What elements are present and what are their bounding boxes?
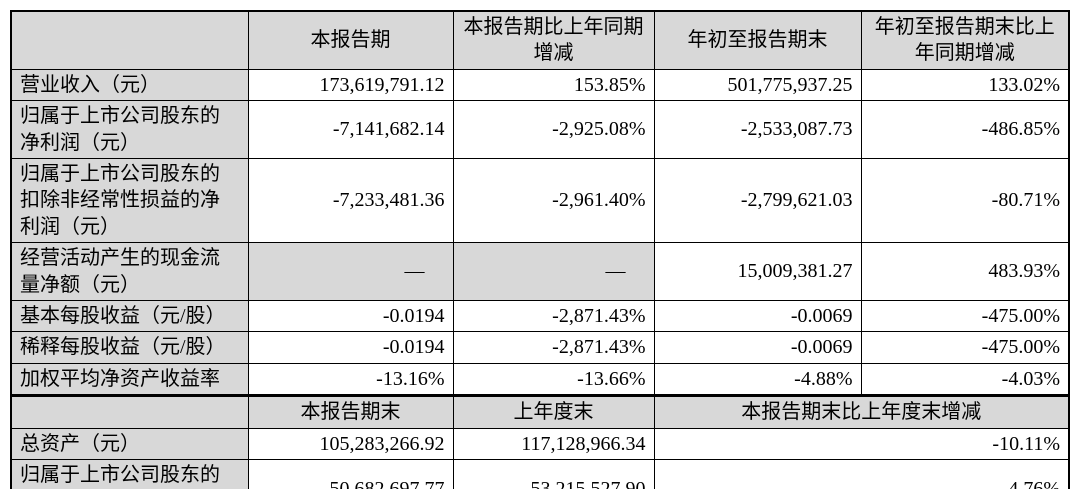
row-label: 经营活动产生的现金流量净额（元）	[10, 242, 249, 301]
row-net-profit-attributable: 归属于上市公司股东的净利润（元） -7,141,682.14 -2,925.08…	[10, 100, 1070, 159]
row-label: 营业收入（元）	[10, 68, 249, 102]
row-label: 归属于上市公司股东的净利润（元）	[10, 100, 249, 159]
cell-change: -10.11%	[653, 428, 1070, 461]
cell-period-end: 50,682,697.77	[247, 459, 454, 489]
cell-ytd-yoy: -475.00%	[860, 299, 1070, 333]
cell-ytd: -0.0069	[653, 299, 862, 333]
row-label: 加权平均净资产收益率	[10, 362, 249, 397]
cell-change: -4.76%	[653, 459, 1070, 489]
row-operating-cash-flow: 经营活动产生的现金流量净额（元） — — 15,009,381.27 483.9…	[10, 242, 1070, 301]
col-header-period-end: 本报告期末	[247, 394, 454, 430]
cell-ytd: -2,533,087.73	[653, 100, 862, 159]
cell-current-period-yoy: -2,871.43%	[452, 331, 655, 364]
cell-ytd-yoy: -475.00%	[860, 331, 1070, 364]
row-diluted-eps: 稀释每股收益（元/股） -0.0194 -2,871.43% -0.0069 -…	[10, 331, 1070, 364]
cell-ytd-yoy: -486.85%	[860, 100, 1070, 159]
cell-current-period-yoy: -2,871.43%	[452, 299, 655, 333]
quarterly-financial-summary-table: 本报告期 本报告期比上年同期增减 年初至报告期末 年初至报告期末比上年同期增减 …	[10, 10, 1070, 489]
cell-period-end: 105,283,266.92	[247, 428, 454, 461]
cell-ytd-yoy: 133.02%	[860, 68, 1070, 102]
col-header-ytd-yoy: 年初至报告期末比上年同期增减	[860, 10, 1070, 70]
corner-cell	[10, 394, 249, 430]
cell-ytd: -2,799,621.03	[653, 157, 862, 244]
balance-header-row: 本报告期末 上年度末 本报告期末比上年度末增减	[10, 394, 1070, 430]
col-header-ytd: 年初至报告期末	[653, 10, 862, 70]
cell-current-period: 173,619,791.12	[247, 68, 454, 102]
row-weighted-avg-roe: 加权平均净资产收益率 -13.16% -13.66% -4.88% -4.03%	[10, 362, 1070, 397]
cell-ytd: 501,775,937.25	[653, 68, 862, 102]
cell-current-period-yoy: -2,925.08%	[452, 100, 655, 159]
cell-current-period-dash: —	[247, 242, 454, 301]
cell-prior-year-end: 117,128,966.34	[452, 428, 655, 461]
row-label: 归属于上市公司股东的所有者权益（元）	[10, 459, 249, 489]
cell-current-period: -0.0194	[247, 331, 454, 364]
row-equity-attributable: 归属于上市公司股东的所有者权益（元） 50,682,697.77 53,215,…	[10, 459, 1070, 489]
cell-current-period-yoy: -13.66%	[452, 362, 655, 397]
col-header-current-period-yoy: 本报告期比上年同期增减	[452, 10, 655, 70]
col-header-prior-year-end: 上年度末	[452, 394, 655, 430]
corner-cell	[10, 10, 249, 70]
col-header-current-period: 本报告期	[247, 10, 454, 70]
row-basic-eps: 基本每股收益（元/股） -0.0194 -2,871.43% -0.0069 -…	[10, 299, 1070, 333]
cell-prior-year-end: 53,215,527.90	[452, 459, 655, 489]
cell-current-period-yoy: 153.85%	[452, 68, 655, 102]
col-header-change-vs-prior-year-end: 本报告期末比上年度末增减	[653, 394, 1070, 430]
row-label: 稀释每股收益（元/股）	[10, 331, 249, 364]
row-operating-revenue: 营业收入（元） 173,619,791.12 153.85% 501,775,9…	[10, 68, 1070, 102]
cell-ytd-yoy: -80.71%	[860, 157, 1070, 244]
cell-ytd: -0.0069	[653, 331, 862, 364]
period-header-row: 本报告期 本报告期比上年同期增减 年初至报告期末 年初至报告期末比上年同期增减	[10, 10, 1070, 70]
cell-ytd-yoy: -4.03%	[860, 362, 1070, 397]
cell-current-period-yoy: -2,961.40%	[452, 157, 655, 244]
cell-current-period: -7,141,682.14	[247, 100, 454, 159]
cell-ytd: -4.88%	[653, 362, 862, 397]
row-total-assets: 总资产（元） 105,283,266.92 117,128,966.34 -10…	[10, 428, 1070, 461]
row-label: 基本每股收益（元/股）	[10, 299, 249, 333]
cell-ytd-yoy: 483.93%	[860, 242, 1070, 301]
row-net-profit-excl-nonrecurring: 归属于上市公司股东的扣除非经常性损益的净利润（元） -7,233,481.36 …	[10, 157, 1070, 244]
row-label: 归属于上市公司股东的扣除非经常性损益的净利润（元）	[10, 157, 249, 244]
row-label: 总资产（元）	[10, 428, 249, 461]
cell-current-period-yoy-dash: —	[452, 242, 655, 301]
cell-current-period: -0.0194	[247, 299, 454, 333]
cell-current-period: -7,233,481.36	[247, 157, 454, 244]
cell-current-period: -13.16%	[247, 362, 454, 397]
cell-ytd: 15,009,381.27	[653, 242, 862, 301]
